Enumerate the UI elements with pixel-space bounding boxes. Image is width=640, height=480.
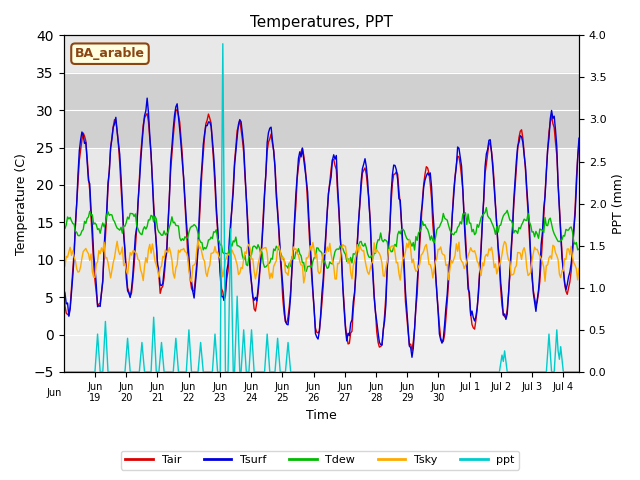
Text: BA_arable: BA_arable — [75, 47, 145, 60]
Y-axis label: Temperature (C): Temperature (C) — [15, 153, 28, 254]
Bar — [63, 297, 579, 372]
Text: Jun: Jun — [47, 388, 62, 398]
Title: Temperatures, PPT: Temperatures, PPT — [250, 15, 393, 30]
X-axis label: Time: Time — [306, 409, 337, 422]
Bar — [63, 73, 579, 147]
Y-axis label: PPT (mm): PPT (mm) — [612, 173, 625, 234]
Legend: Tair, Tsurf, Tdew, Tsky, ppt: Tair, Tsurf, Tdew, Tsky, ppt — [121, 451, 519, 469]
